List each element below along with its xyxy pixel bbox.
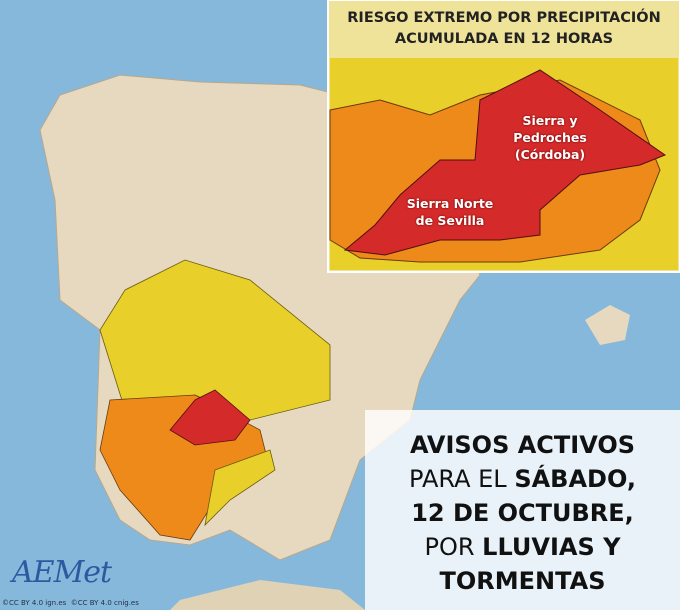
region-label-line: Sierra Norte	[406, 196, 494, 211]
notice-segment: LLUVIAS Y	[482, 533, 621, 561]
inset-title-line: RIESGO EXTREMO POR PRECIPITACIÓN	[347, 10, 661, 26]
inset-map	[327, 0, 680, 273]
region-label: Sierra Norte de Sevilla	[400, 195, 500, 229]
region-label-line: (Córdoba)	[514, 147, 586, 162]
africa	[170, 580, 365, 610]
region-label-line: Pedroches	[513, 130, 587, 145]
notice-segment: SÁBADO,	[514, 465, 636, 493]
notice-segment: 12 DE OCTUBRE,	[411, 499, 634, 527]
notice-text: AVISOS ACTIVOS PARA EL SÁBADO, 12 DE OCTUB…	[365, 428, 680, 598]
credit: ©CC BY 4.0 cnig.es	[70, 599, 139, 607]
notice-line: POR LLUVIAS Y	[365, 530, 680, 564]
notice-segment: TORMENTAS	[439, 567, 606, 595]
warning-yellow	[99, 259, 331, 421]
inset-red	[343, 69, 667, 256]
notice-box: AVISOS ACTIVOS PARA EL SÁBADO, 12 DE OCTUB…	[365, 410, 680, 610]
inset-title: RIESGO EXTREMO POR PRECIPITACIÓN ACUMULA…	[330, 8, 678, 50]
region-label: Sierra y Pedroches (Córdoba)	[500, 112, 600, 163]
inset-title-line: ACUMULADA EN 12 HORAS	[394, 31, 614, 47]
logo: AEMet	[12, 555, 112, 590]
notice-line: 12 DE OCTUBRE,	[365, 496, 680, 530]
notice-segment: AVISOS ACTIVOS	[409, 431, 636, 459]
region-label-line: de Sevilla	[415, 213, 485, 228]
notice-line: AVISOS ACTIVOS	[365, 428, 680, 462]
credits: ©CC BY 4.0 ign.es ©CC BY 4.0 cnig.es	[2, 599, 139, 607]
warning-red	[169, 389, 251, 446]
warning-yellow-south	[204, 449, 276, 527]
notice-line: PARA EL SÁBADO,	[365, 462, 680, 496]
region-label-line: Sierra y	[522, 113, 578, 128]
credit: ©CC BY 4.0 ign.es	[2, 599, 67, 607]
notice-line: TORMENTAS	[365, 564, 680, 598]
notice-segment: POR	[424, 533, 483, 561]
notice-segment: PARA EL	[409, 465, 515, 493]
baleares	[585, 305, 630, 345]
